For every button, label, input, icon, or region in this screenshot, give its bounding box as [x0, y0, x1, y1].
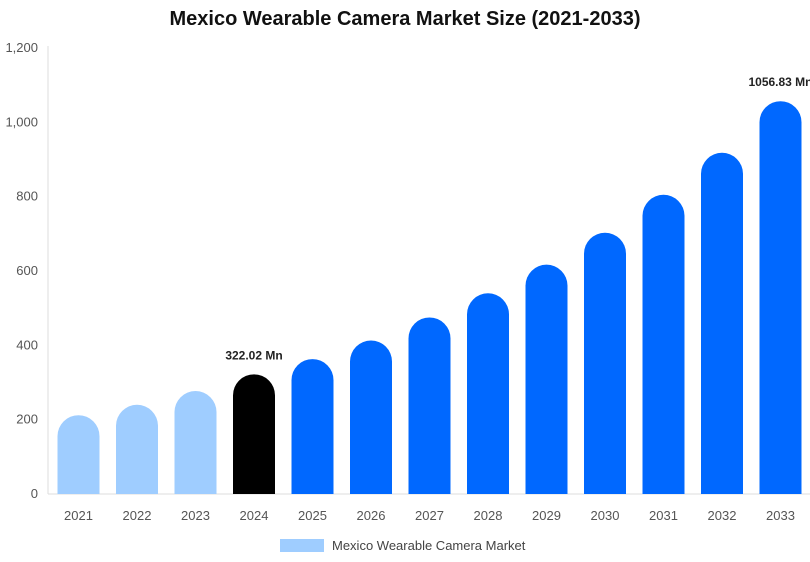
x-tick-label: 2024 [240, 508, 269, 523]
bar-2033 [759, 101, 802, 495]
bar-2028 [467, 293, 509, 494]
y-tick-label: 800 [16, 189, 38, 204]
chart-title: Mexico Wearable Camera Market Size (2021… [169, 8, 641, 30]
x-tick-label: 2026 [357, 508, 386, 523]
bar-2029 [525, 264, 568, 494]
x-tick-label: 2031 [649, 508, 678, 523]
x-tick-label: 2022 [123, 508, 152, 523]
legend[interactable]: Mexico Wearable Camera Market [280, 535, 525, 555]
bar-2031 [642, 194, 685, 494]
x-tick-label: 2030 [591, 508, 620, 523]
data-label: 1056.83 Mn [748, 75, 810, 89]
y-tick-label: 400 [16, 337, 38, 352]
y-tick-label: 600 [16, 263, 38, 278]
y-tick-label: 0 [31, 486, 38, 501]
bar-2024 [233, 374, 275, 494]
legend-label: Mexico Wearable Camera Market [332, 537, 526, 553]
y-tick-label: 1,200 [5, 40, 38, 55]
bar-2030 [584, 232, 626, 494]
x-tick-label: 2025 [298, 508, 327, 523]
x-tick-label: 2021 [64, 508, 93, 523]
bar-chart: 0 200 400 600 800 1,000 1,200 2021 2022 2023 2024 2… [5, 40, 810, 523]
y-tick-label: 200 [16, 412, 38, 427]
bar-2025 [291, 359, 334, 494]
data-label: 322.02 Mn [225, 348, 282, 362]
legend-swatch [280, 538, 324, 552]
x-tick-label: 2029 [532, 508, 561, 523]
x-tick-label: 2033 [766, 508, 795, 523]
y-tick-label: 1,000 [5, 114, 38, 129]
x-tick-label: 2023 [181, 508, 210, 523]
x-tick-label: 2028 [474, 508, 503, 523]
x-tick-label: 2032 [708, 508, 737, 523]
x-tick-label: 2027 [415, 508, 444, 523]
bar-2026 [350, 340, 392, 494]
bar-2027 [408, 317, 451, 494]
bar-2021 [57, 415, 100, 494]
bar-2023 [174, 391, 217, 494]
bar-2022 [116, 404, 158, 494]
bar-2032 [701, 152, 743, 494]
